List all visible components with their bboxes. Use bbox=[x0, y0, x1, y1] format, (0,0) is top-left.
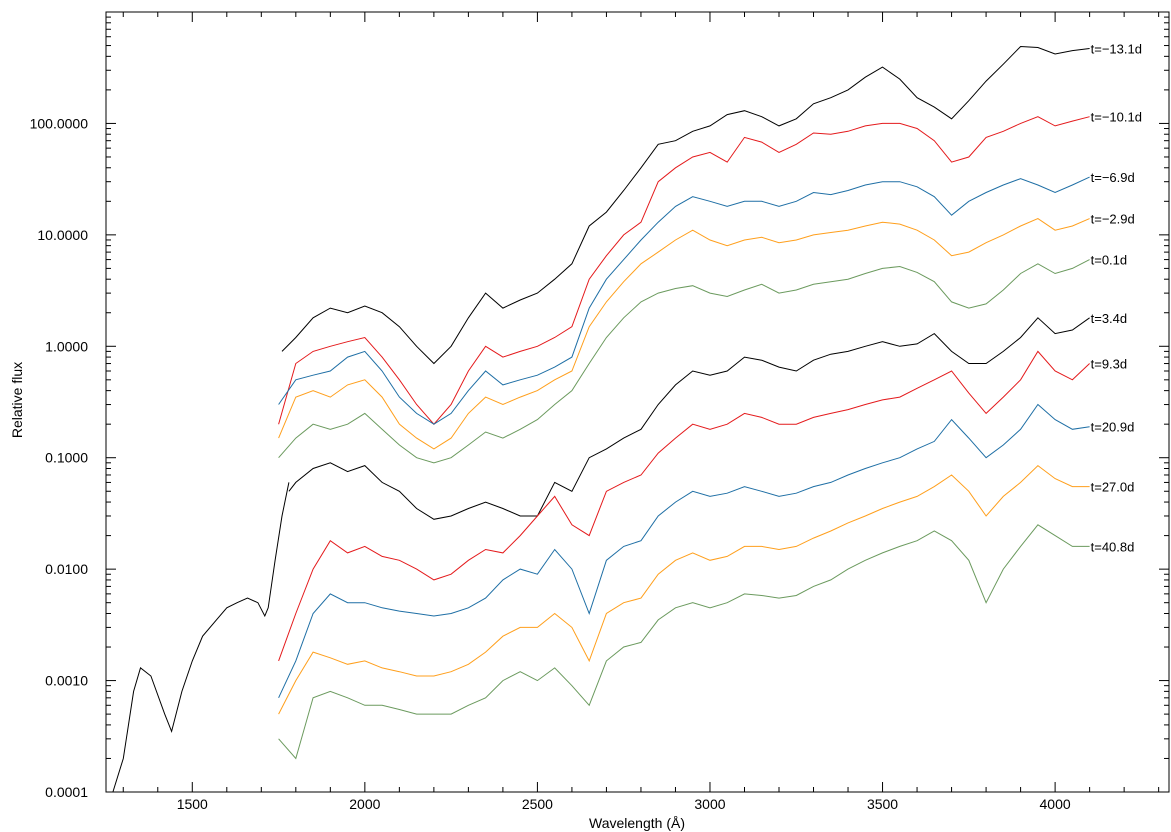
y-tick-label: 10.0000 bbox=[37, 227, 88, 243]
y-tick-label: 0.1000 bbox=[45, 450, 88, 466]
y-tick-label: 0.0010 bbox=[45, 673, 88, 689]
x-tick-label: 2500 bbox=[522, 796, 553, 812]
axes: 1500 2000 2500 3000 3500 4000 0.0001 0.0010 0.01… bbox=[30, 12, 1169, 812]
y-tick-label: 0.0100 bbox=[45, 561, 88, 577]
y-axis-title: Relative flux bbox=[9, 362, 25, 438]
x-tick-label: 1500 bbox=[177, 796, 208, 812]
series-line bbox=[278, 259, 1090, 464]
series-label: t=3.4d bbox=[1091, 311, 1128, 326]
y-tick-label: 1.0000 bbox=[45, 338, 88, 354]
reference-spectrum-line bbox=[112, 482, 290, 793]
x-tick-label: 4000 bbox=[1040, 796, 1071, 812]
series-label: t=20.9d bbox=[1091, 420, 1135, 435]
series-line bbox=[278, 218, 1090, 450]
series-line bbox=[278, 403, 1090, 699]
series-label: t=0.1d bbox=[1091, 253, 1128, 268]
series-labels: t=−13.1d t=−10.1d t=−6.9d t=−2.9d t=0.1d t=3.… bbox=[1091, 42, 1142, 555]
x-tick-label: 3000 bbox=[694, 796, 725, 812]
series-label: t=40.8d bbox=[1091, 539, 1135, 554]
series-label: t=27.0d bbox=[1091, 480, 1135, 495]
series-label: t=−2.9d bbox=[1091, 212, 1135, 227]
series-label: t=−6.9d bbox=[1091, 170, 1135, 185]
series-label: t=−13.1d bbox=[1091, 42, 1142, 57]
series-line bbox=[278, 176, 1090, 425]
series-line bbox=[278, 116, 1090, 425]
x-tick-label: 2000 bbox=[349, 796, 380, 812]
y-tick-label: 0.0001 bbox=[45, 784, 88, 800]
series-line bbox=[278, 524, 1090, 760]
y-tick-label: 100.0000 bbox=[30, 115, 89, 131]
series-line bbox=[288, 317, 1090, 520]
plot-frame bbox=[105, 11, 1170, 793]
series-label: t=9.3d bbox=[1091, 357, 1128, 372]
series-layer bbox=[112, 45, 1090, 793]
series-line bbox=[281, 45, 1090, 365]
series-line bbox=[278, 350, 1090, 662]
series-line bbox=[278, 464, 1090, 715]
series-label: t=−10.1d bbox=[1091, 110, 1142, 125]
x-axis-title: Wavelength (Å) bbox=[589, 815, 685, 831]
x-tick-label: 3500 bbox=[867, 796, 898, 812]
